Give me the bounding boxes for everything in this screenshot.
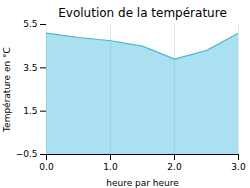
svg-text:2.0: 2.0 <box>167 162 182 172</box>
svg-text:1.0: 1.0 <box>103 162 118 172</box>
svg-text:Evolution de la température: Evolution de la température <box>58 6 227 20</box>
svg-text:3.0: 3.0 <box>231 162 246 172</box>
svg-text:0.0: 0.0 <box>39 162 54 172</box>
svg-text:Température en °C: Température en °C <box>2 47 12 133</box>
svg-text:heure par heure: heure par heure <box>106 178 179 188</box>
svg-text:3.5: 3.5 <box>23 63 37 73</box>
svg-text:1.5: 1.5 <box>23 106 37 116</box>
svg-text:−0.5: −0.5 <box>16 149 38 159</box>
svg-text:5.5: 5.5 <box>23 19 37 29</box>
